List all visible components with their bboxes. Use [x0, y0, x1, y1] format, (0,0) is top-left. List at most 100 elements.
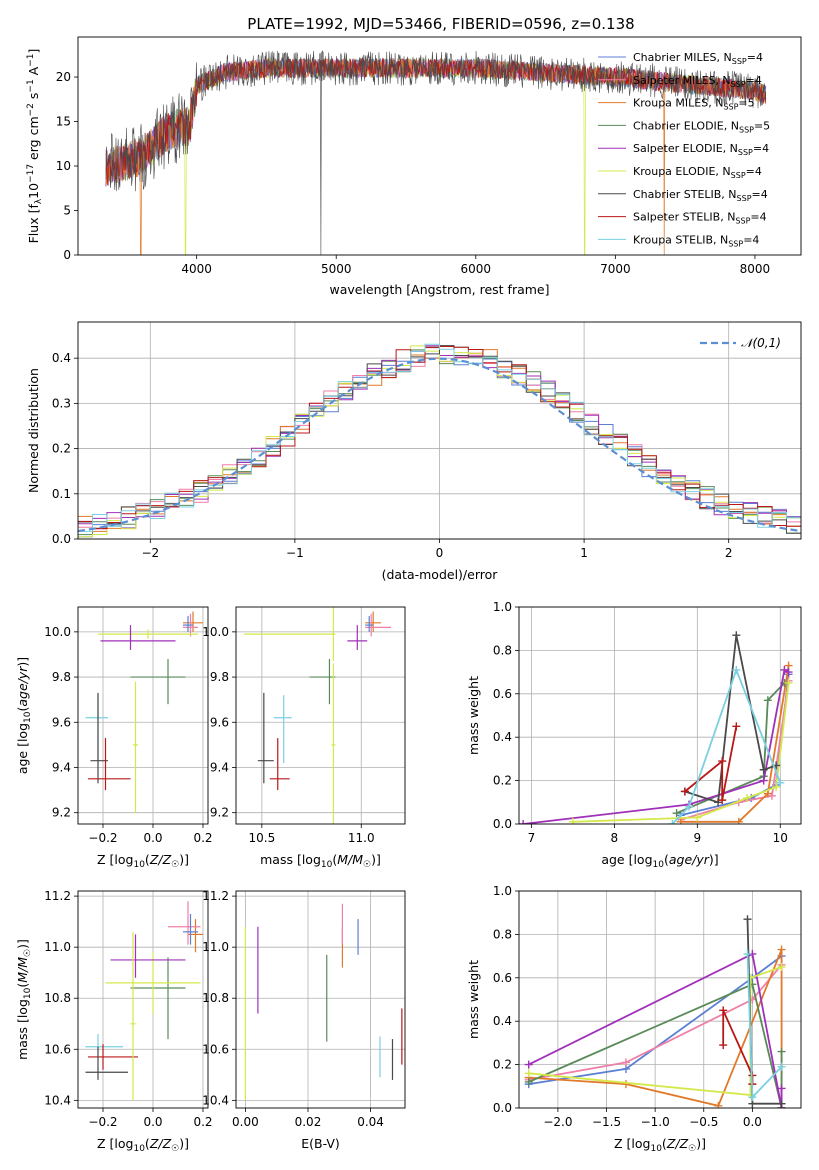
x-tick-label: −1.5 — [592, 1115, 621, 1129]
y-tick-label: 10.6 — [44, 1042, 71, 1056]
x-tick-label: 0.02 — [295, 1115, 322, 1129]
errorbar-point — [183, 616, 193, 632]
x-tick-label: 4000 — [181, 262, 212, 276]
series-marker — [732, 631, 741, 640]
series-marker — [680, 787, 689, 796]
y-tick-label: 10.8 — [44, 991, 71, 1005]
x-tick-label: 0.2 — [193, 831, 212, 845]
plot-area-age-vs-Z — [85, 611, 203, 813]
errorbar-point — [133, 681, 138, 813]
y-tick-label: 0.4 — [493, 730, 512, 744]
series-line — [671, 667, 782, 824]
series-line — [528, 983, 783, 1108]
series-marker — [763, 696, 772, 705]
series-kroupa-stelib — [668, 665, 785, 824]
errorbar-point — [347, 625, 368, 650]
errorbar-point — [257, 692, 274, 784]
series-marker — [772, 783, 781, 792]
x-tick-label: −0.5 — [689, 1115, 718, 1129]
series-marker — [668, 820, 677, 824]
series-salpeter-stelib — [680, 722, 741, 805]
axes-age-vs-Z: −0.2 0.0 0.2 9.2 9.4 9.6 9.8 10.0 Z [log10(Z/Z☉)… — [15, 606, 213, 870]
y-tick-label: 10.0 — [44, 625, 71, 639]
series-line — [528, 955, 783, 1085]
series-marker — [780, 665, 789, 674]
errorbar-point — [183, 913, 198, 945]
x-tick-label: 2 — [725, 546, 733, 560]
series-marker — [777, 1099, 786, 1108]
series-marker — [621, 1058, 630, 1067]
series-marker — [718, 796, 727, 805]
y-axis-label: age [log10(age/yr)] — [15, 657, 33, 774]
y-tick-label: 0.6 — [493, 687, 512, 701]
errorbar-point — [130, 658, 186, 705]
series-marker — [685, 802, 694, 811]
x-tick-label: 0.2 — [193, 1115, 212, 1129]
y-tick-label: 9.6 — [210, 715, 229, 729]
legend-entry: Kroupa ELODIE, NSSP=4 — [633, 165, 762, 180]
series-marker — [524, 1077, 533, 1086]
x-tick-label: −1 — [286, 546, 304, 560]
y-tick-label: 0.2 — [52, 442, 71, 456]
x-axis-label: E(B-V) — [301, 1136, 340, 1151]
errorbar-point — [309, 658, 336, 705]
x-tick-label: 7 — [528, 831, 536, 845]
series-marker — [568, 817, 577, 824]
y-tick-label: 15 — [56, 115, 71, 129]
y-tick-label: 10 — [56, 159, 71, 173]
y-tick-label: 0.1 — [52, 487, 71, 501]
series-marker — [719, 1006, 728, 1015]
y-tick-label: 0 — [63, 248, 71, 262]
series-chabrier-stelib — [680, 631, 781, 807]
y-tick-label: 5 — [63, 204, 71, 218]
x-axis-label: mass [log10(M/M☉)] — [260, 852, 381, 870]
figure-title: PLATE=1992, MJD=53466, FIBERID=0596, z=0… — [247, 15, 634, 33]
series-marker — [776, 778, 785, 787]
errorbar-point — [88, 738, 131, 791]
plot-area-spectrum — [105, 50, 767, 255]
y-axis-label: mass [log10(M/M☉)] — [15, 939, 33, 1060]
errorbar-point — [98, 629, 198, 639]
x-tick-label: 1 — [580, 546, 588, 560]
series-marker — [519, 820, 528, 824]
errorbar-point — [365, 611, 382, 632]
series-marker — [777, 1062, 786, 1071]
y-tick-label: 9.8 — [210, 670, 229, 684]
series-line — [680, 680, 790, 821]
errorbar-point — [130, 931, 136, 1101]
y-tick-label: 0.0 — [493, 817, 512, 831]
series-kroupa-miles — [676, 661, 793, 824]
series-line — [572, 682, 790, 823]
series-marker — [777, 945, 786, 954]
plot-area-weight-vs-Z — [524, 915, 786, 1108]
y-tick-label: 10.4 — [44, 1093, 71, 1107]
series-marker — [524, 1060, 533, 1069]
x-tick-label: −2 — [141, 546, 159, 560]
errorbar-point — [100, 625, 176, 650]
legend-entry: Salpeter MILES, NSSP=4 — [633, 74, 762, 89]
normal-curve — [78, 357, 801, 533]
x-tick-label: 8000 — [740, 262, 771, 276]
y-tick-label: 0.6 — [493, 971, 512, 985]
y-axis-label: Normed distribution — [26, 368, 41, 493]
x-tick-label: 0.00 — [232, 1115, 259, 1129]
y-axis-label: Flux [fλ10−17 erg cm−2 s−1 A−1] — [26, 49, 44, 244]
series-salpeter-elodie — [519, 665, 793, 824]
series-marker — [732, 665, 741, 674]
y-tick-label: 9.4 — [210, 760, 229, 774]
series-marker — [734, 817, 743, 824]
y-tick-label: 9.2 — [210, 806, 229, 820]
errorbar-point — [168, 901, 201, 945]
axes-frame — [518, 606, 802, 825]
y-tick-label: 11.2 — [202, 889, 229, 903]
series-marker — [784, 678, 793, 687]
y-tick-label: 1.0 — [493, 884, 512, 898]
series-marker — [759, 765, 768, 774]
series-marker — [777, 1084, 786, 1093]
errorbar-point — [243, 607, 336, 662]
series-marker — [743, 793, 752, 802]
series-marker — [672, 809, 681, 818]
errorbar-point — [85, 1046, 128, 1080]
legend-entry: Chabrier STELIB, NSSP=4 — [633, 188, 768, 203]
plot-area-residuals — [78, 343, 801, 538]
